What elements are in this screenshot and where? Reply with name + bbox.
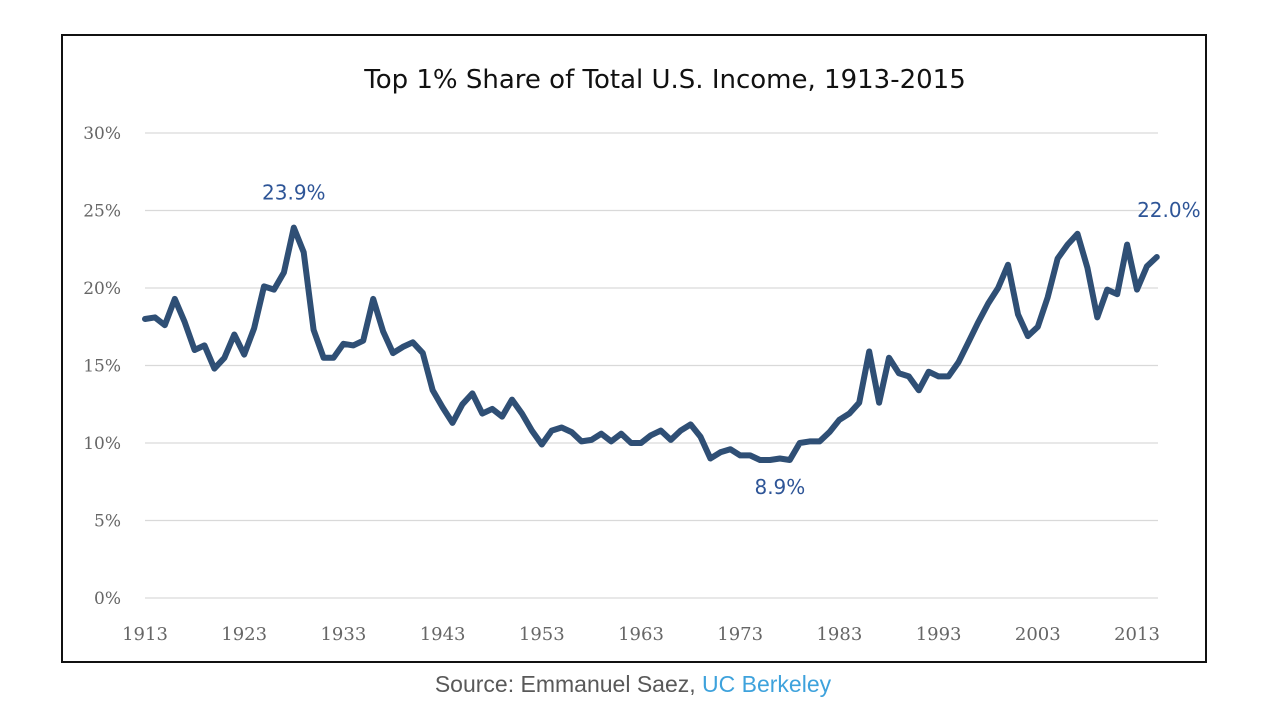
chart-title: Top 1% Share of Total U.S. Income, 1913-… xyxy=(363,65,966,95)
x-tick-label: 1913 xyxy=(122,624,168,645)
y-axis-ticks: 0% 5% 10% 15% 20% 25% 30% xyxy=(83,124,121,609)
x-tick-label: 1983 xyxy=(816,624,862,645)
source-text: Source: Emmanuel Saez, xyxy=(434,671,703,697)
source-link[interactable]: UC Berkeley xyxy=(702,671,832,697)
y-tick-label: 5% xyxy=(94,512,121,532)
x-tick-label: 1933 xyxy=(320,624,366,645)
x-tick-label: 1943 xyxy=(420,624,466,645)
x-tick-label: 2003 xyxy=(1015,624,1061,645)
x-axis-ticks: 1913 1923 1933 1943 1953 1963 1973 1983 1993 2003… xyxy=(122,624,1160,645)
x-tick-label: 1993 xyxy=(916,624,962,645)
x-tick-label: 2013 xyxy=(1114,624,1160,645)
y-tick-label: 25% xyxy=(83,202,121,222)
x-tick-label: 1963 xyxy=(618,624,664,645)
series-layer xyxy=(142,224,1160,463)
series-line xyxy=(142,224,1160,463)
x-tick-label: 1953 xyxy=(519,624,565,645)
x-tick-label: 1973 xyxy=(717,624,763,645)
gridlines xyxy=(145,132,1158,599)
data-label: 8.9% xyxy=(754,475,805,499)
y-tick-label: 30% xyxy=(83,124,121,144)
y-tick-label: 20% xyxy=(83,279,121,299)
data-label: 23.9% xyxy=(262,181,326,205)
source-caption: Source: Emmanuel Saez, UC Berkeley xyxy=(0,671,1266,698)
annotations: 23.9% 8.9% 22.0% xyxy=(262,181,1201,499)
line-chart: Top 1% Share of Total U.S. Income, 1913-… xyxy=(83,65,1201,645)
data-label: 22.0% xyxy=(1137,198,1201,222)
x-tick-label: 1923 xyxy=(221,624,267,645)
chart-frame: Top 1% Share of Total U.S. Income, 1913-… xyxy=(61,34,1207,663)
y-tick-label: 15% xyxy=(83,357,121,377)
y-tick-label: 10% xyxy=(83,434,121,454)
y-tick-label: 0% xyxy=(94,589,121,609)
